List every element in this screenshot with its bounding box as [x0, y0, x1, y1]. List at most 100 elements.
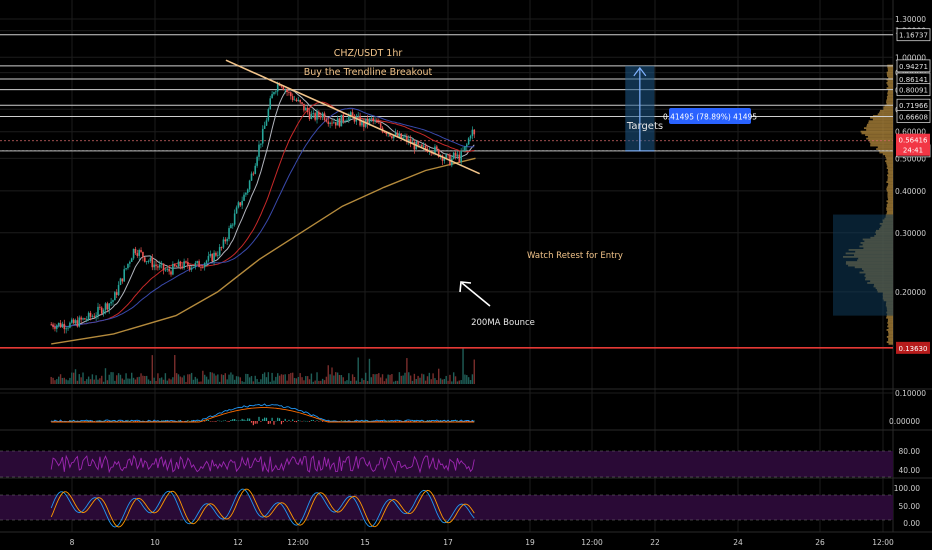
- volume-profile-bar: [888, 334, 893, 337]
- volume-profile-bar: [883, 108, 893, 110]
- volume-bar: [314, 380, 316, 384]
- macd-histogram-bar: [213, 421, 215, 422]
- volume-profile-bar: [886, 341, 893, 343]
- volume-bar: [179, 376, 182, 384]
- volume-profile-bar: [887, 322, 893, 324]
- macd-histogram-bar: [264, 417, 266, 421]
- volume-profile-bar: [887, 165, 893, 168]
- candle-body: [456, 154, 459, 156]
- volume-bar: [449, 374, 451, 384]
- candle-body: [213, 252, 215, 262]
- volume-bar: [241, 381, 243, 384]
- candle-body: [130, 258, 133, 262]
- volume-bar: [473, 359, 475, 384]
- candle-body: [100, 307, 103, 314]
- time-axis[interactable]: 8 10 12 12:00 15 17 19 12:00 22 24 26 12:00: [0, 531, 932, 547]
- volume-bar: [187, 374, 189, 384]
- volume-bar: [329, 374, 331, 384]
- volume-profile-bar: [888, 172, 893, 175]
- macd-tick-label: 0.00000: [889, 417, 920, 426]
- volume-profile-bar: [868, 122, 893, 124]
- candle-body: [329, 122, 331, 124]
- trendline[interactable]: [225, 59, 481, 175]
- macd-histogram-bar: [380, 421, 382, 422]
- volume-profile-bar: [887, 68, 893, 70]
- stoch-rsi-pane: [0, 488, 893, 528]
- volume-bar: [183, 375, 185, 384]
- macd-histogram-bar: [406, 421, 408, 422]
- time-tick-label: 12:00: [872, 538, 894, 547]
- volume-bar: [265, 377, 268, 384]
- macd-histogram-bar: [292, 419, 294, 421]
- candle-body: [215, 252, 217, 256]
- volume-bar: [168, 378, 170, 384]
- target-measure-label: 0.41495 (78.89%) 41495: [663, 113, 757, 122]
- moving-averages: [50, 89, 476, 345]
- volume-profile-bar: [887, 90, 893, 93]
- candle-body: [443, 158, 446, 161]
- ma-200-line: [51, 157, 476, 345]
- volume-bar: [260, 379, 262, 384]
- rsi-tick-label: 40.00: [899, 466, 921, 475]
- price-tick-label: 0.50000: [895, 154, 926, 163]
- macd-histogram-bar: [260, 421, 262, 422]
- candle-body: [263, 125, 266, 129]
- candle-body: [67, 327, 69, 329]
- volume-profile-bar: [866, 129, 893, 131]
- macd-histogram-bar: [277, 417, 279, 421]
- volume-bar: [282, 374, 285, 384]
- candle-body: [312, 113, 315, 114]
- candle-body: [383, 132, 386, 133]
- macd-histogram-bar: [415, 421, 417, 422]
- volume-bar: [306, 376, 309, 384]
- candle-body: [63, 323, 66, 330]
- volume-bar: [114, 380, 116, 384]
- candle-body: [59, 322, 62, 328]
- macd-histogram-bar: [187, 419, 189, 421]
- candle-body: [248, 180, 251, 190]
- candle-body: [460, 150, 462, 162]
- volume-profile-bar: [886, 329, 893, 331]
- volume-bar: [423, 374, 425, 384]
- candle-body: [261, 128, 264, 144]
- macd-histogram-bar: [320, 420, 322, 422]
- macd-histogram-bar: [192, 421, 195, 422]
- candle-body: [409, 139, 412, 144]
- macd-histogram-bar: [273, 421, 275, 425]
- volume-bar: [181, 377, 183, 384]
- candle-body: [250, 173, 253, 181]
- candle-body: [160, 263, 163, 265]
- candle-body: [342, 114, 345, 122]
- volume-profile-bar: [887, 75, 893, 77]
- macd-histogram-bar: [262, 418, 264, 421]
- macd-histogram-bar: [237, 420, 239, 422]
- candle-body: [231, 224, 234, 226]
- macd-histogram-bar: [104, 420, 107, 422]
- macd-histogram-bar: [295, 421, 298, 423]
- volume-profile-bar: [886, 181, 893, 183]
- candle-body: [402, 137, 404, 139]
- volume-bars: [50, 347, 475, 384]
- volume-profile-bar: [879, 109, 893, 112]
- volume-bar: [267, 372, 270, 384]
- volume-profile-bar: [888, 337, 893, 340]
- countdown-label: 24:41: [903, 147, 923, 155]
- macd-histogram-bar: [232, 419, 234, 421]
- macd-histogram-bar: [196, 420, 198, 422]
- macd-histogram-bar: [425, 420, 427, 422]
- macd-histogram-bar: [217, 420, 219, 422]
- macd-histogram-bar: [307, 420, 309, 422]
- macd-histogram-bar: [275, 420, 277, 422]
- volume-profile-bar: [886, 207, 893, 210]
- candle-body: [69, 322, 71, 328]
- price-axis[interactable]: 1.300001.200001.000000.900000.800000.700…: [889, 15, 931, 528]
- macd-histogram-bar: [147, 420, 150, 422]
- candle-body: [400, 133, 403, 139]
- volume-profile-bar: [887, 174, 893, 177]
- volume-profile-bar: [867, 135, 893, 138]
- volume-bar: [335, 372, 337, 384]
- time-tick-label: 17: [443, 538, 453, 547]
- volume-bar: [451, 381, 453, 384]
- macd-histogram-bar: [91, 420, 93, 421]
